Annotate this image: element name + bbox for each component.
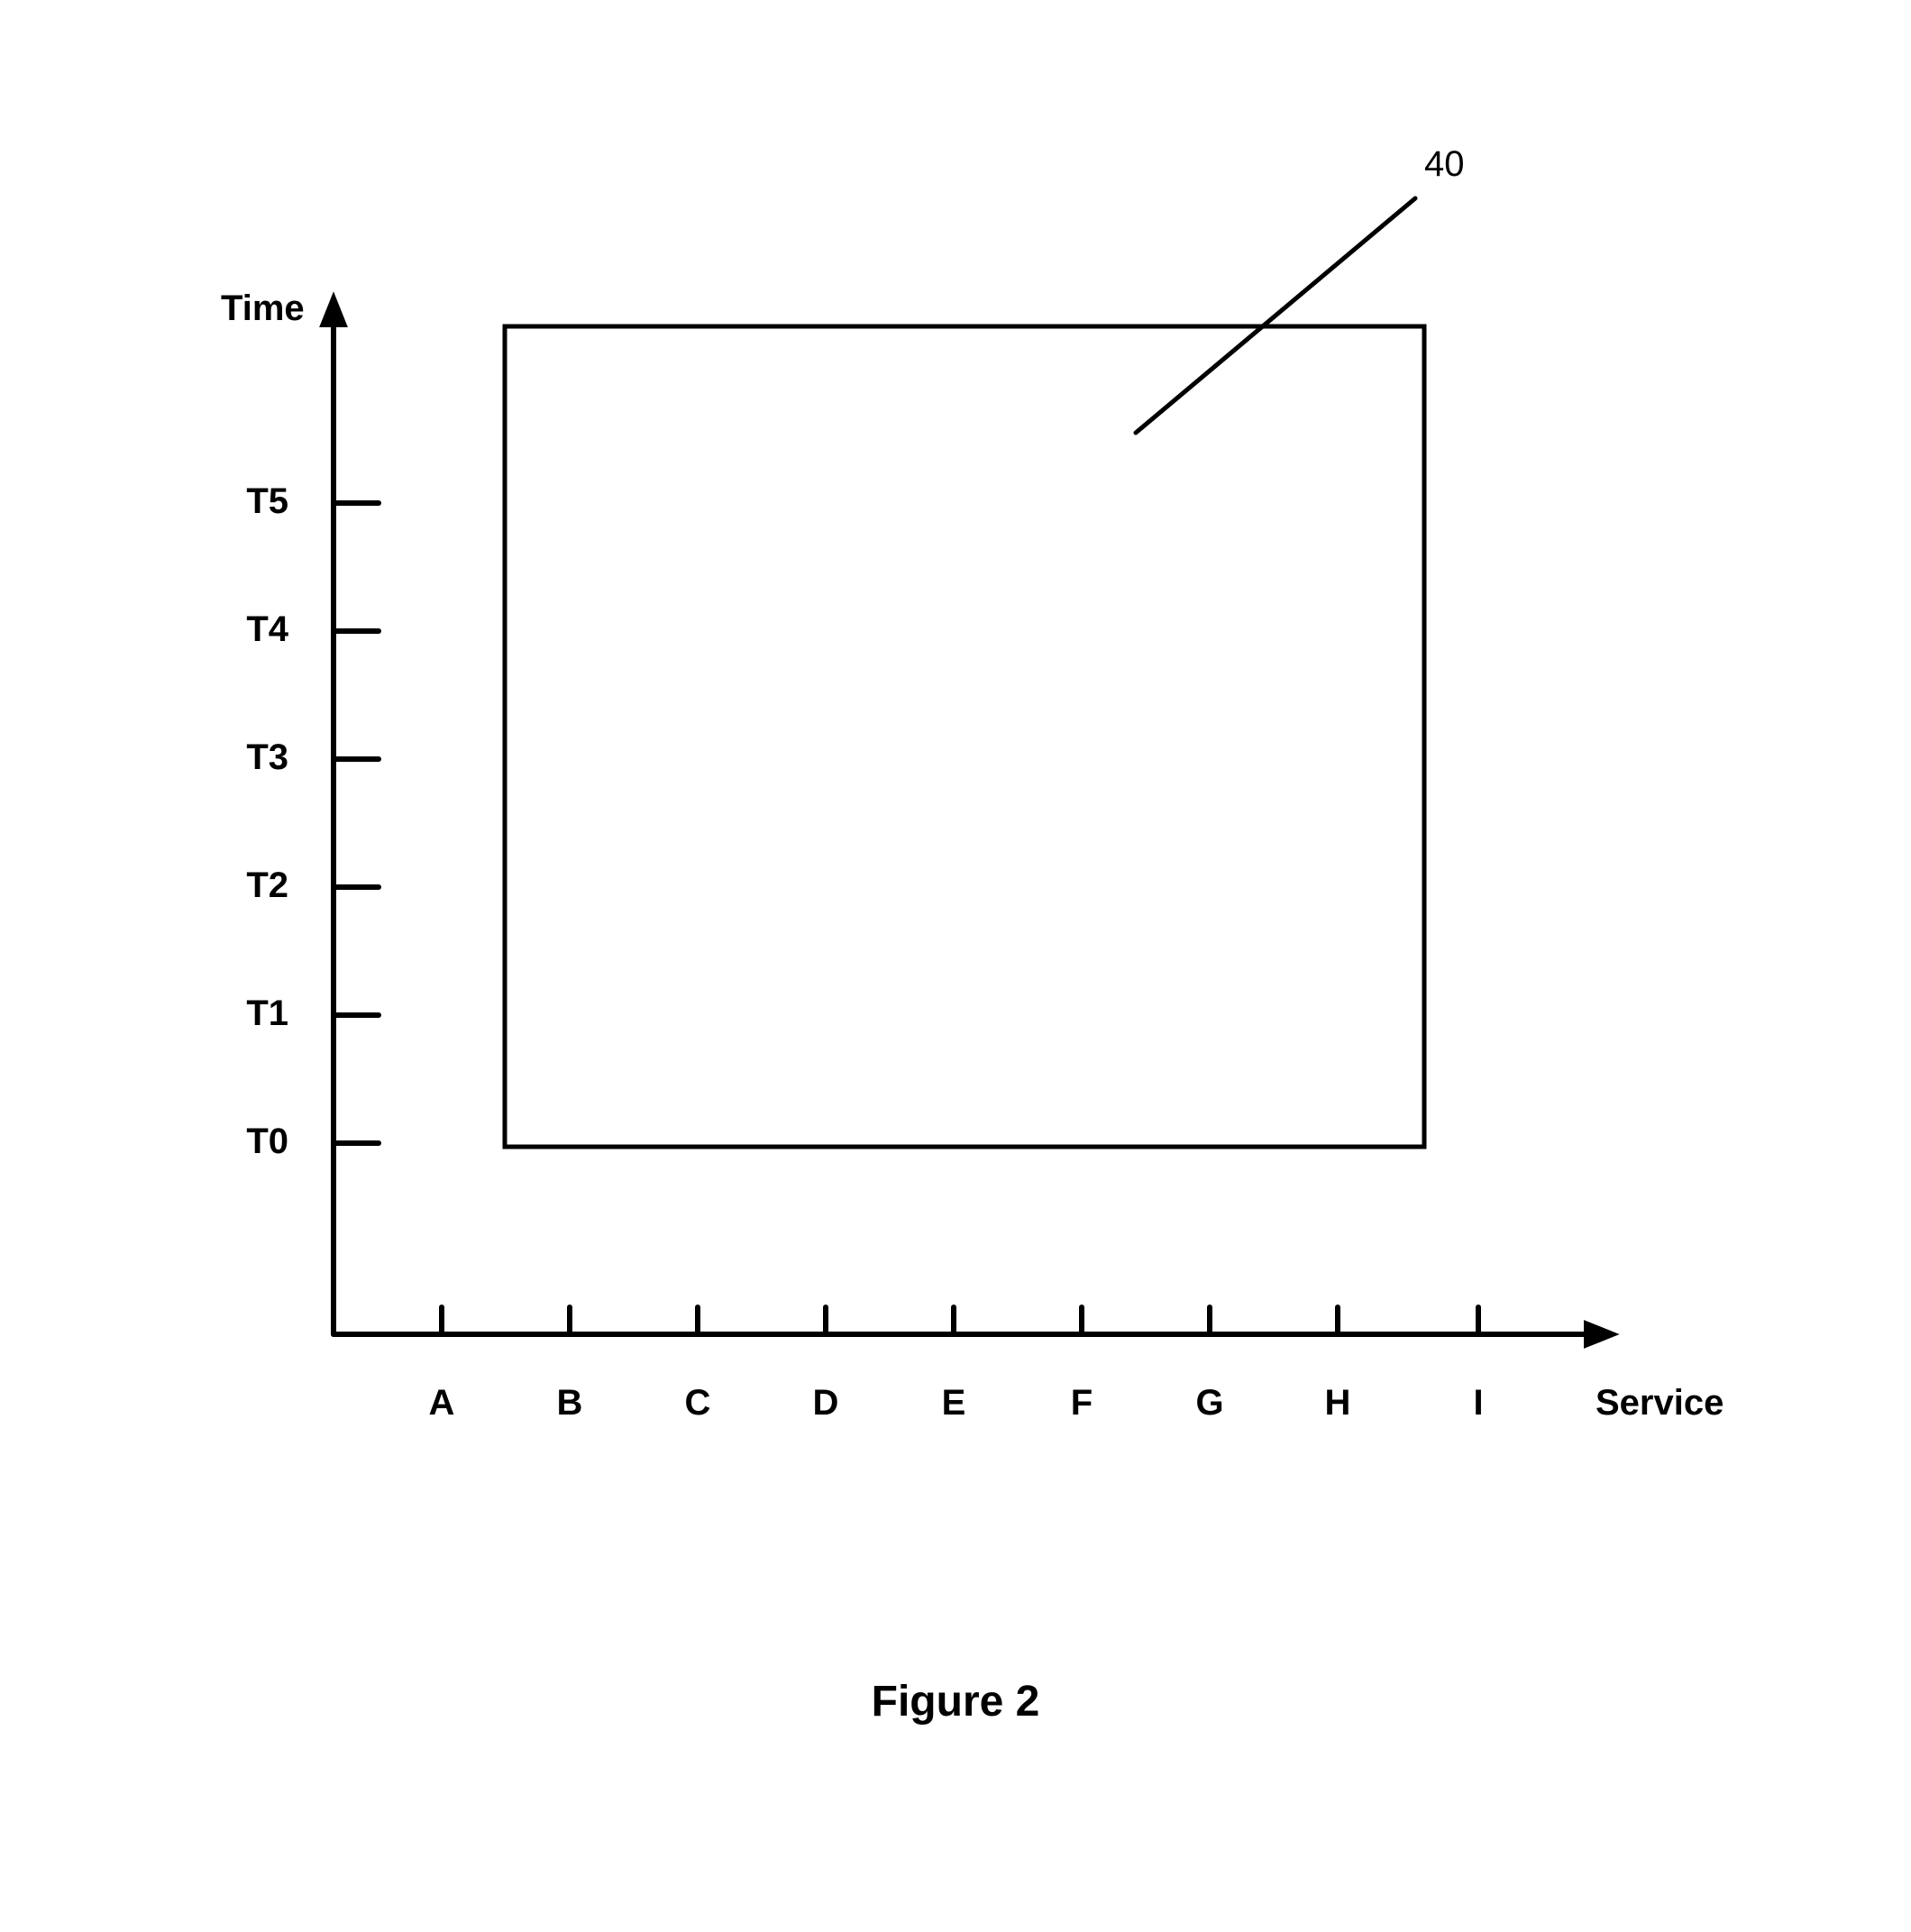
x-tick-label: F: [1064, 1383, 1100, 1424]
x-axis-title: Service: [1596, 1383, 1724, 1424]
callout-label: 40: [1424, 144, 1465, 185]
x-tick-label: I: [1460, 1383, 1496, 1424]
x-tick-label: A: [424, 1383, 460, 1424]
x-tick-label: E: [936, 1383, 972, 1424]
y-tick-label: T4: [216, 609, 288, 650]
x-tick-label: B: [552, 1383, 588, 1424]
region-box-40: [505, 326, 1424, 1147]
y-tick-label: T2: [216, 865, 288, 906]
x-axis-arrowhead-icon: [1585, 1322, 1617, 1348]
y-axis-title: Time: [221, 288, 305, 329]
x-tick-label: G: [1192, 1383, 1228, 1424]
x-tick-label: C: [680, 1383, 716, 1424]
x-tick-label: D: [808, 1383, 844, 1424]
figure-caption: Figure 2: [0, 1677, 1911, 1726]
diagram-container: Time Service 40 T5 T4 T3 T2 T1 T0 A B C D E F G H I F…: [0, 0, 1911, 1932]
y-axis-arrowhead-icon: [321, 294, 347, 326]
x-tick-label: H: [1320, 1383, 1356, 1424]
y-tick-label: T1: [216, 993, 288, 1034]
y-tick-label: T5: [216, 481, 288, 522]
y-tick-label: T3: [216, 737, 288, 778]
callout-leader-line: [1136, 198, 1415, 433]
y-tick-label: T0: [216, 1122, 288, 1162]
